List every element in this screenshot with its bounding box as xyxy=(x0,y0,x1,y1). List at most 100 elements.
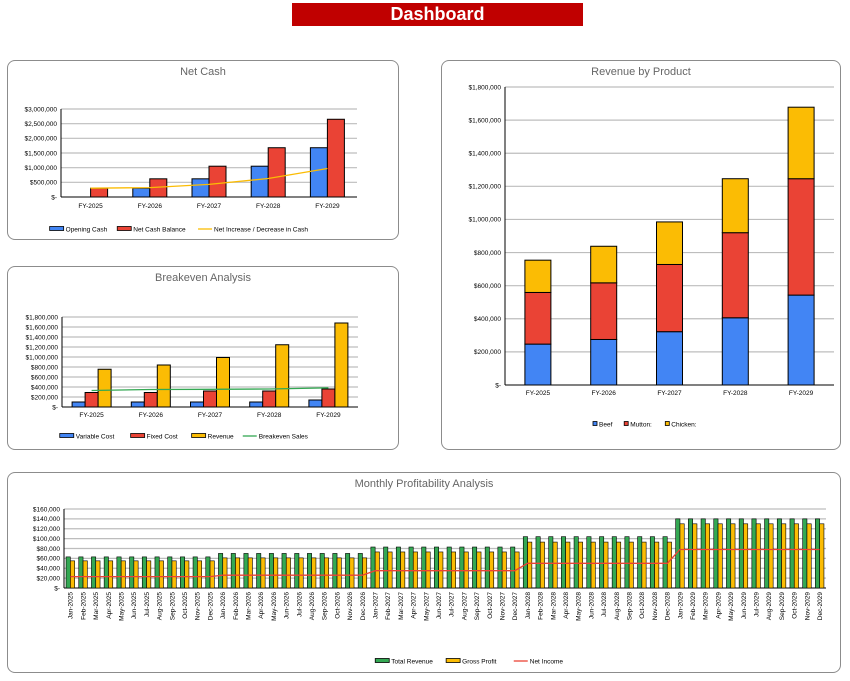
bar-opening-cash xyxy=(309,147,328,198)
bar-gross-profit xyxy=(476,551,482,589)
x-tick-label: Mar-2029 xyxy=(703,592,710,620)
bar-total-revenue xyxy=(167,556,173,589)
x-tick-label: Jan-2028 xyxy=(525,592,532,619)
bar-total-revenue xyxy=(307,553,312,589)
bar-net-cash-balance xyxy=(267,147,286,198)
bar-total-revenue xyxy=(205,556,211,589)
bar-gross-profit xyxy=(679,523,685,589)
bar-total-revenue xyxy=(434,546,439,589)
bar-gross-profit xyxy=(171,560,177,589)
bar-total-revenue xyxy=(91,556,97,589)
bar-gross-profit xyxy=(146,560,152,589)
y-tick-label: $160,000 xyxy=(33,506,60,513)
x-tick-label: Sep-2026 xyxy=(322,592,329,621)
x-tick-label: Jan-2029 xyxy=(677,592,684,619)
bar-total-revenue xyxy=(294,553,300,589)
x-tick-label: Jan-2027 xyxy=(372,592,379,619)
bar-chicken xyxy=(656,221,683,265)
x-tick-label: Jun-2026 xyxy=(284,592,291,619)
bar-beef xyxy=(524,343,552,386)
y-tick-label: $3,000,000 xyxy=(24,106,57,113)
x-tick-label: Jul-2029 xyxy=(753,592,760,617)
bar-gross-profit xyxy=(400,551,406,589)
bar-total-revenue xyxy=(192,556,198,589)
bar-gross-profit xyxy=(222,557,228,589)
x-tick-label: FY-2027 xyxy=(657,390,682,397)
bar-total-revenue xyxy=(662,536,668,589)
x-tick-label: FY-2028 xyxy=(723,390,748,397)
x-tick-label: Nov-2025 xyxy=(195,592,202,621)
x-tick-label: FY-2029 xyxy=(316,412,341,419)
x-tick-label: FY-2029 xyxy=(315,203,340,210)
x-tick-label: FY-2028 xyxy=(256,203,281,210)
legend-swatch xyxy=(623,421,629,426)
x-tick-label: Dec-2026 xyxy=(360,592,367,621)
bar-gross-profit xyxy=(565,541,571,589)
bar-gross-profit xyxy=(743,523,749,589)
bar-gross-profit xyxy=(666,541,672,589)
y-tick-label: $1,500,000 xyxy=(24,150,57,157)
bar-total-revenue xyxy=(561,536,566,589)
chart-title: Revenue by Product xyxy=(591,66,691,78)
bar-mutton xyxy=(590,282,618,340)
bar-variable-cost xyxy=(249,401,264,408)
bar-beef xyxy=(656,331,683,386)
bar-gross-profit xyxy=(806,523,812,589)
bar-total-revenue xyxy=(459,546,465,589)
line-net-income xyxy=(70,548,820,578)
bar-total-revenue xyxy=(522,536,528,589)
bar-total-revenue xyxy=(624,536,630,589)
y-tick-label: $1,200,000 xyxy=(25,344,58,351)
bar-total-revenue xyxy=(573,536,579,589)
bar-variable-cost xyxy=(130,401,145,408)
bar-gross-profit xyxy=(489,551,495,589)
x-tick-label: Sep-2028 xyxy=(626,592,633,621)
bar-net-cash-balance xyxy=(90,187,109,198)
bar-gross-profit xyxy=(387,551,393,589)
x-tick-label: Jan-2025 xyxy=(68,592,75,619)
bar-opening-cash xyxy=(191,178,210,198)
y-tick-label: $400,000 xyxy=(474,316,501,323)
bar-total-revenue xyxy=(472,546,478,589)
y-tick-label: $1,600,000 xyxy=(468,117,501,124)
bar-total-revenue xyxy=(357,553,363,589)
x-tick-label: May-2027 xyxy=(423,592,430,621)
bar-total-revenue xyxy=(497,546,503,589)
bar-net-cash-balance xyxy=(208,165,227,198)
x-tick-label: Aug-2027 xyxy=(461,592,468,621)
bar-total-revenue xyxy=(764,518,770,589)
bar-total-revenue xyxy=(268,553,274,589)
bar-gross-profit xyxy=(235,557,241,589)
bar-total-revenue xyxy=(802,518,808,589)
legend-swatch xyxy=(49,226,65,231)
legend-swatch xyxy=(59,433,75,438)
x-tick-label: Oct-2028 xyxy=(639,592,646,619)
y-tick-label: $1,200,000 xyxy=(468,184,501,191)
y-tick-label: $- xyxy=(54,585,60,592)
bar-total-revenue xyxy=(688,518,693,589)
legend-label: Opening Cash xyxy=(66,226,108,233)
bar-total-revenue xyxy=(535,536,541,589)
x-tick-label: FY-2029 xyxy=(789,390,814,397)
x-tick-label: Feb-2026 xyxy=(233,592,240,620)
bar-beef xyxy=(721,317,749,386)
bar-total-revenue xyxy=(65,556,71,589)
y-tick-label: $1,800,000 xyxy=(25,314,58,321)
bar-gross-profit xyxy=(425,551,431,589)
bar-gross-profit xyxy=(324,557,329,589)
x-tick-label: Mar-2025 xyxy=(93,592,100,620)
legend-swatch xyxy=(664,421,670,426)
x-tick-label: Nov-2026 xyxy=(347,592,354,621)
x-tick-label: Mar-2026 xyxy=(245,592,252,620)
bar-revenue xyxy=(97,368,112,408)
bar-opening-cash xyxy=(250,165,269,198)
bar-gross-profit xyxy=(247,557,253,589)
bar-total-revenue xyxy=(776,518,782,589)
y-tick-label: $600,000 xyxy=(474,283,501,290)
legend-swatch xyxy=(130,433,146,438)
bar-gross-profit xyxy=(717,523,723,589)
bar-total-revenue xyxy=(484,546,490,589)
bar-total-revenue xyxy=(815,518,820,589)
bar-total-revenue xyxy=(103,556,109,589)
x-tick-label: Apr-2027 xyxy=(411,592,418,619)
